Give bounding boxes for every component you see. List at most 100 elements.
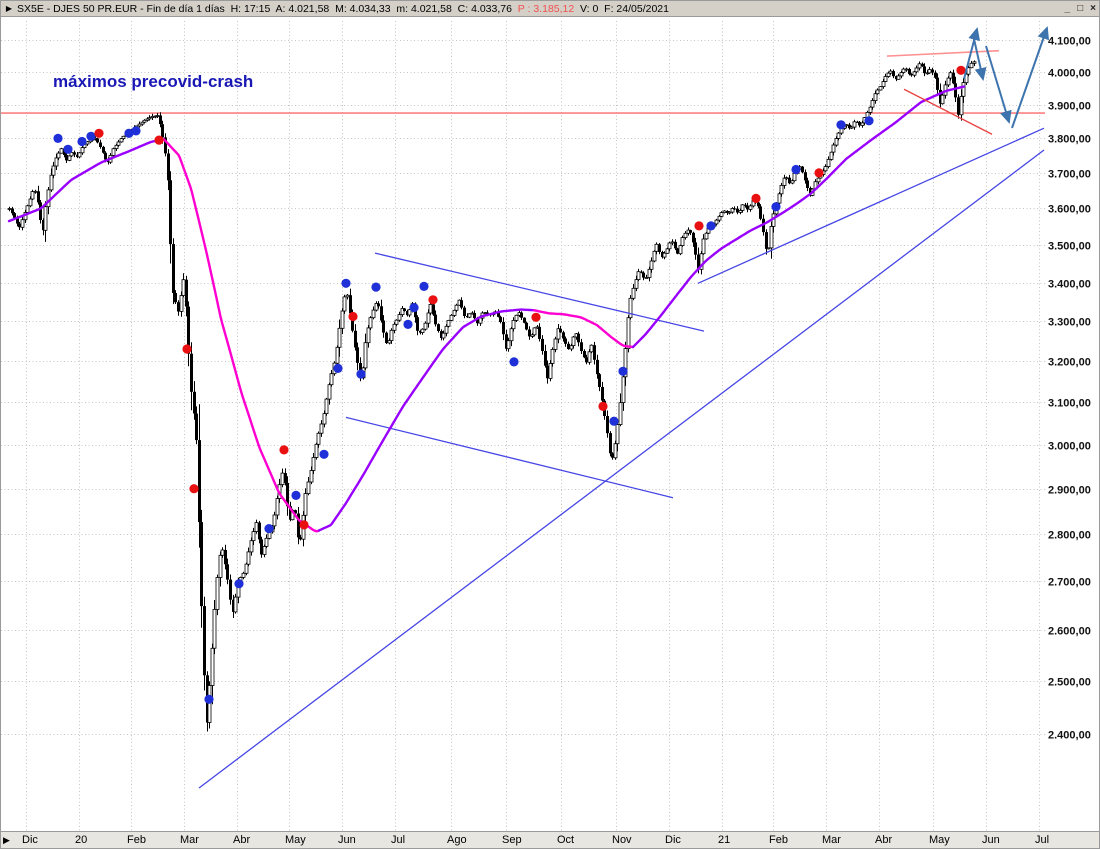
candle: [30, 191, 35, 200]
candle: [692, 232, 695, 243]
ma-segment-down: [162, 138, 321, 533]
close-button[interactable]: ×: [1090, 2, 1096, 14]
candle: [59, 148, 64, 154]
buy-signal-dot: [706, 221, 716, 231]
y-axis-label: 4.100,00: [1048, 36, 1091, 48]
x-axis-label: Jun: [338, 834, 356, 846]
candle: [20, 219, 25, 228]
candle: [733, 208, 736, 210]
candle: [258, 522, 261, 540]
candle: [912, 71, 917, 76]
sell-signal-dot: [598, 401, 608, 411]
candle: [389, 329, 394, 341]
x-axis-label: Oct: [557, 834, 575, 846]
time-axis[interactable]: ▶ Dic 20 Feb Mar Abr May Jun Jul Ago Sep Oct Nov Dic…: [1, 831, 1099, 848]
scenario-arrows: [963, 26, 1050, 129]
candle: [423, 322, 428, 330]
candle: [553, 338, 558, 350]
candle: [43, 206, 48, 231]
candle: [432, 304, 435, 315]
candle: [342, 296, 347, 312]
candle: [680, 237, 685, 247]
candle: [210, 647, 215, 686]
candle: [878, 86, 883, 91]
candle: [407, 309, 412, 316]
candle: [212, 609, 217, 649]
candle: [200, 522, 203, 607]
scenario-arrow-down: [973, 38, 987, 81]
maximize-button[interactable]: □: [1077, 2, 1084, 14]
candle: [888, 70, 893, 74]
scroll-left-icon[interactable]: ▶: [3, 835, 10, 845]
y-axis-label: 3.400,00: [1048, 279, 1091, 291]
candle: [233, 596, 238, 613]
candle: [119, 138, 124, 143]
buy-signal-dot: [791, 164, 801, 175]
candle: [969, 62, 974, 69]
sell-signal-dot: [428, 295, 438, 305]
candle: [476, 318, 479, 324]
candle: [765, 232, 768, 249]
candle: [137, 123, 142, 127]
candle: [806, 180, 809, 188]
candle: [640, 271, 643, 273]
candle: [385, 332, 388, 343]
x-axis-label: Feb: [769, 834, 788, 846]
candle: [559, 328, 562, 333]
candle: [289, 506, 292, 520]
candle: [193, 391, 196, 414]
candle: [826, 158, 831, 167]
candle: [46, 189, 51, 208]
candle: [466, 316, 469, 318]
candle: [784, 177, 789, 180]
candle: [694, 242, 697, 255]
candle: [823, 166, 828, 172]
candle: [601, 387, 604, 401]
candle: [416, 317, 419, 331]
candle: [172, 244, 175, 293]
y-axis-label: 2.600,00: [1048, 626, 1091, 638]
candle: [505, 334, 508, 349]
candle: [440, 331, 443, 338]
candle: [467, 313, 472, 318]
y-axis-label: 2.900,00: [1048, 485, 1091, 497]
candle: [717, 215, 722, 221]
buy-signal-dot: [356, 369, 366, 379]
candle: [76, 154, 79, 157]
trendline-long-uptrend-from-covid-low: [198, 149, 1045, 789]
trendlines-layer: [198, 127, 1045, 789]
candle: [511, 319, 516, 330]
candle: [244, 563, 249, 574]
annotation-layer: máximos precovid-crash: [53, 72, 253, 91]
candle: [860, 122, 865, 126]
buy-signal-dot: [341, 278, 351, 288]
candle: [816, 177, 821, 183]
sell-signal-dot: [694, 221, 704, 231]
candle: [434, 314, 437, 325]
candle: [314, 443, 319, 458]
x-axis-label: Sep: [502, 834, 522, 846]
pattern-lines: [886, 49, 1000, 135]
candle: [96, 138, 99, 143]
buy-signal-dot: [403, 319, 413, 329]
candle: [198, 440, 201, 523]
candle: [788, 177, 791, 184]
candle: [699, 253, 704, 270]
candle: [538, 326, 541, 339]
y-axis-label: 3.100,00: [1048, 398, 1091, 410]
buy-signal-dot: [291, 490, 301, 500]
candle: [33, 190, 38, 193]
buy-signal-dot: [264, 524, 274, 534]
candle: [593, 345, 596, 360]
candle: [324, 398, 329, 415]
candle: [299, 537, 302, 540]
candle: [260, 539, 263, 555]
y-axis-label: 3.700,00: [1048, 169, 1091, 181]
minimize-button[interactable]: _: [1064, 2, 1071, 14]
candle: [226, 564, 229, 580]
candle: [444, 325, 449, 334]
window-menu-icon[interactable]: ▶: [5, 3, 13, 13]
trendline-summer-channel-lower: [345, 416, 674, 499]
candle: [319, 423, 324, 434]
